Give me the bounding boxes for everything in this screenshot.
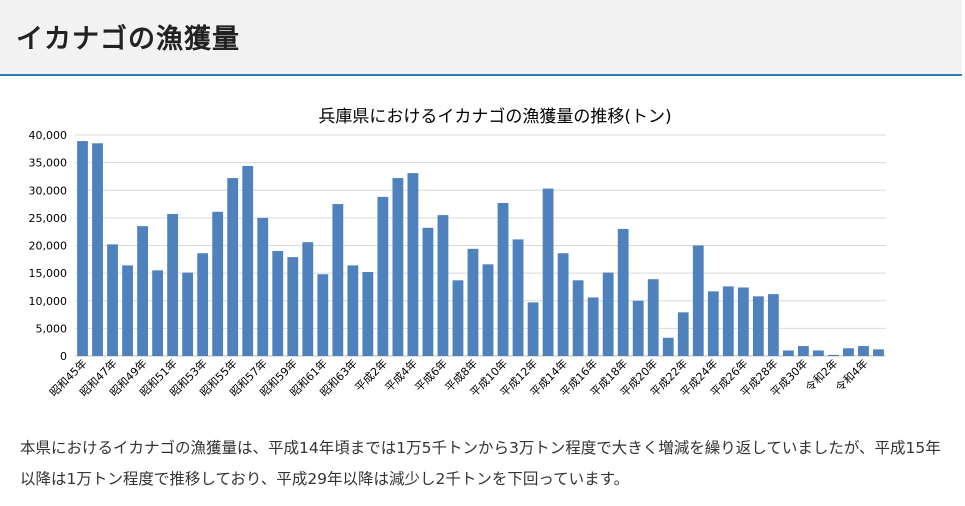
x-tick-label: 平成6年 bbox=[412, 356, 450, 394]
catch-volume-bar-chart: 兵庫県におけるイカナゴの漁獲量の推移(トン) 0 5,000 10,000 15,00… bbox=[29, 106, 886, 399]
bar-平成17年 bbox=[602, 272, 614, 356]
bar-平成26年 bbox=[737, 287, 749, 356]
bar-令和2年 bbox=[828, 354, 839, 356]
bar-昭和51年 bbox=[167, 214, 179, 356]
bar-昭和48年 bbox=[122, 265, 133, 356]
bar-平成7年 bbox=[452, 280, 464, 356]
bar-平成24年 bbox=[707, 291, 719, 356]
bar-平成5年 bbox=[422, 227, 434, 356]
bar-昭和54年 bbox=[212, 211, 224, 356]
bar-昭和45年 bbox=[77, 141, 88, 356]
y-tick-label: 40,000 bbox=[29, 129, 68, 142]
bar-平成23年 bbox=[692, 245, 704, 356]
chart-title: 兵庫県におけるイカナゴの漁獲量の推移(トン) bbox=[318, 106, 671, 127]
y-axis-ticks: 0 5,000 10,000 15,000 20,000 25,000 30,000 35,0… bbox=[29, 129, 68, 363]
y-tick-label: 20,000 bbox=[29, 240, 68, 253]
bar-平成2年 bbox=[377, 196, 389, 356]
bar-平成9年 bbox=[482, 264, 494, 356]
y-tick-label: 35,000 bbox=[29, 157, 68, 170]
bar-平成3年 bbox=[392, 178, 404, 356]
bar-平成14年 bbox=[557, 253, 569, 356]
bar-平成30年 bbox=[797, 346, 809, 356]
chart-bars bbox=[77, 141, 884, 357]
bar-令和5年 bbox=[873, 349, 884, 356]
y-tick-label: 15,000 bbox=[29, 267, 68, 280]
bar-平成8年 bbox=[467, 248, 479, 356]
bar-昭和49年 bbox=[137, 226, 148, 356]
bar-平成11年 bbox=[512, 239, 524, 356]
x-axis-ticks: 昭和45年昭和47年昭和49年昭和51年昭和53年昭和55年昭和57年昭和59年… bbox=[46, 356, 870, 399]
bar-平成20年 bbox=[647, 279, 659, 356]
y-tick-label: 0 bbox=[60, 350, 67, 363]
bar-平成27年 bbox=[752, 296, 764, 356]
page-header: イカナゴの漁獲量 bbox=[0, 0, 962, 76]
bar-平成21年 bbox=[662, 337, 674, 356]
bar-昭和52年 bbox=[182, 272, 194, 356]
bar-昭和55年 bbox=[227, 178, 239, 356]
y-tick-label: 30,000 bbox=[29, 184, 68, 197]
bar-平成18年 bbox=[617, 228, 629, 356]
bar-平成10年 bbox=[497, 202, 509, 356]
bar-平成28年 bbox=[767, 294, 779, 356]
bar-平成15年 bbox=[572, 280, 584, 356]
bar-平成元年 bbox=[362, 272, 374, 356]
x-tick-label: 令和2年 bbox=[802, 356, 840, 394]
page-title: イカナゴの漁獲量 bbox=[16, 24, 240, 55]
bar-平成4年 bbox=[407, 173, 419, 356]
x-tick-label: 平成4年 bbox=[382, 356, 420, 394]
y-tick-label: 25,000 bbox=[29, 212, 68, 225]
bar-昭和50年 bbox=[152, 270, 164, 356]
bar-平成6年 bbox=[437, 215, 449, 356]
bar-昭和46年 bbox=[92, 143, 103, 356]
bar-平成29年 bbox=[782, 350, 794, 356]
bar-平成16年 bbox=[587, 297, 599, 356]
bar-昭和63年 bbox=[347, 265, 359, 356]
bar-平成19年 bbox=[632, 300, 644, 356]
bar-昭和60年 bbox=[302, 242, 314, 356]
bar-昭和61年 bbox=[317, 274, 329, 356]
y-tick-label: 10,000 bbox=[29, 295, 68, 308]
bar-平成13年 bbox=[542, 188, 554, 356]
bar-令和4年 bbox=[858, 346, 869, 356]
bar-昭和57年 bbox=[257, 217, 269, 357]
bar-平成12年 bbox=[527, 302, 539, 356]
y-tick-label: 5,000 bbox=[36, 322, 68, 335]
chart-description: 本県におけるイカナゴの漁獲量は、平成14年頃までは1万5千トンから3万トン程度で… bbox=[20, 439, 941, 488]
bar-昭和47年 bbox=[107, 244, 118, 356]
bar-昭和56年 bbox=[242, 165, 254, 356]
bar-平成25年 bbox=[722, 286, 734, 356]
bar-平成22年 bbox=[677, 312, 689, 356]
bar-昭和58年 bbox=[272, 251, 284, 356]
x-tick-label: 令和4年 bbox=[832, 356, 870, 394]
bar-昭和53年 bbox=[197, 253, 209, 356]
x-tick-label: 平成2年 bbox=[352, 356, 390, 394]
bar-昭和59年 bbox=[287, 257, 299, 356]
bar-令和3年 bbox=[843, 348, 854, 356]
bar-平成31年 bbox=[813, 350, 824, 356]
chart-gridlines bbox=[75, 134, 886, 357]
bar-昭和62年 bbox=[332, 204, 344, 356]
